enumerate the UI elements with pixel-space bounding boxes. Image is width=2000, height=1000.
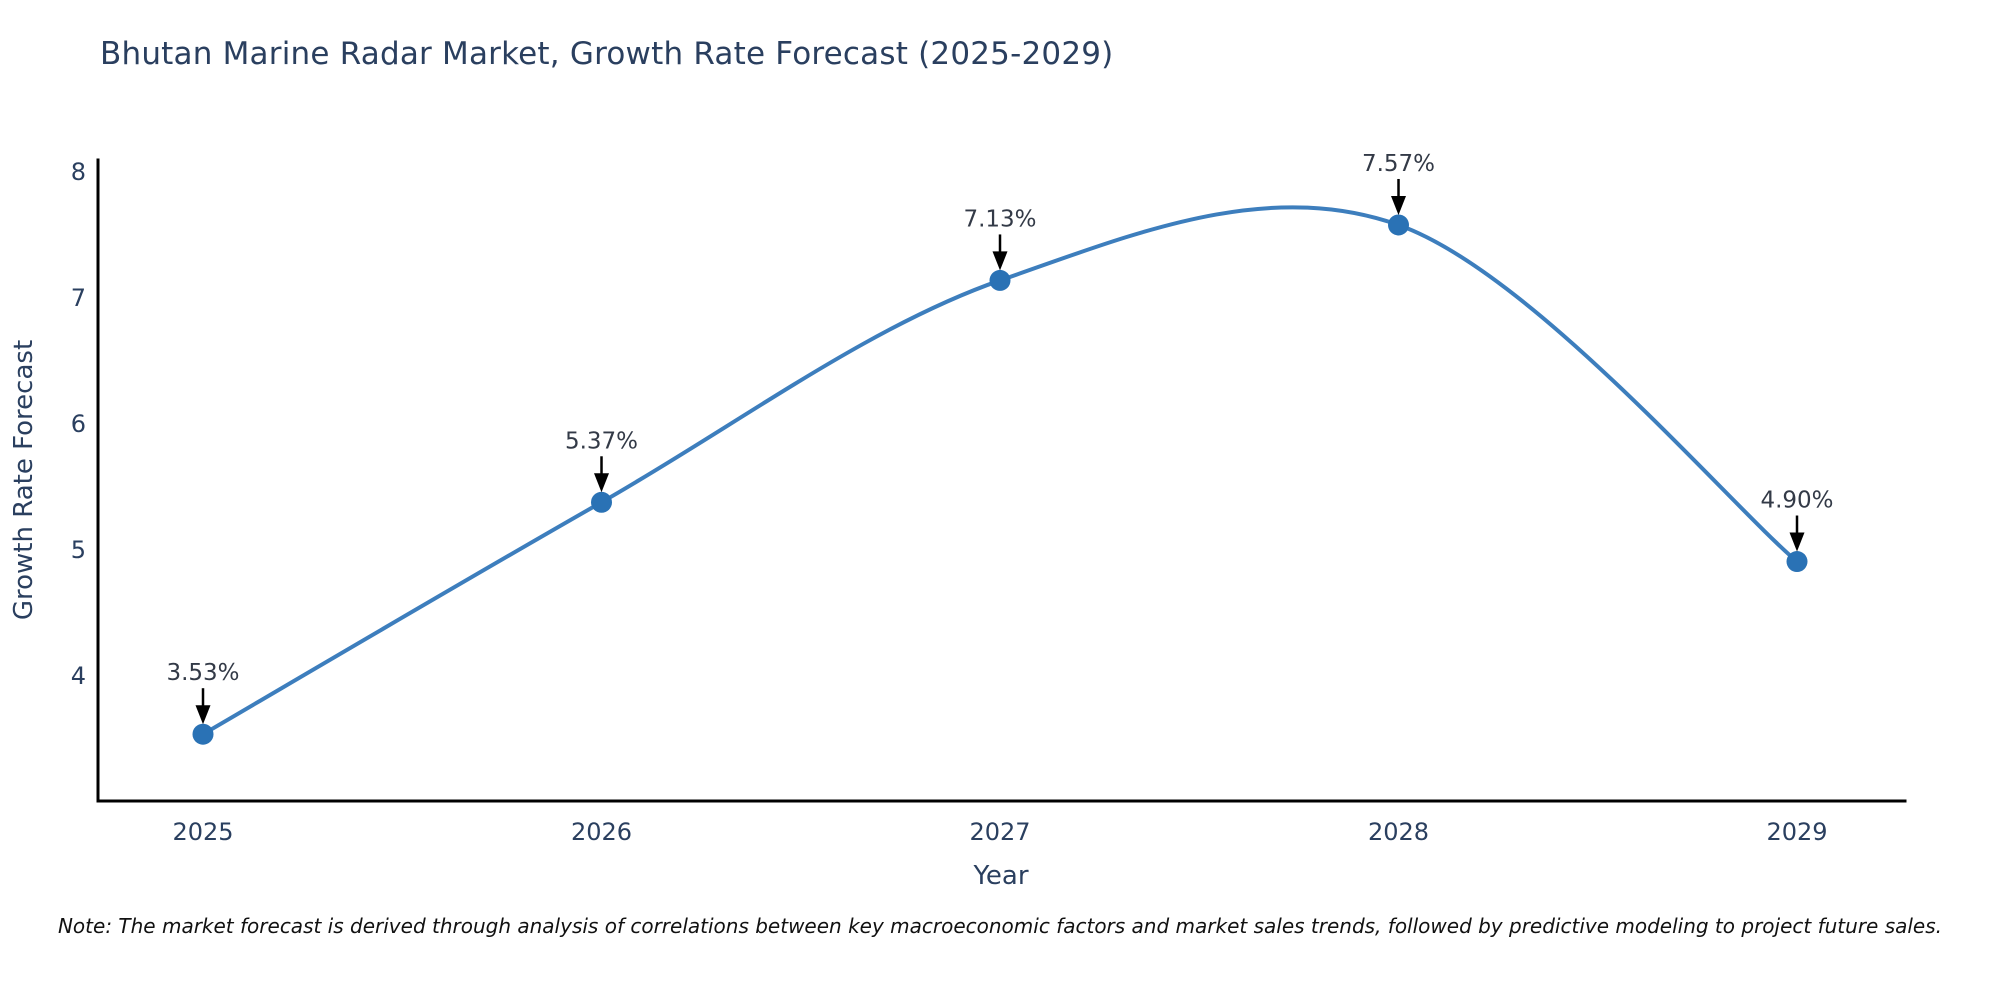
data-point [192, 723, 214, 745]
y-tick-label: 8 [71, 158, 86, 186]
point-value-label: 4.90% [1760, 488, 1833, 514]
x-tick-label: 2029 [1766, 818, 1827, 846]
x-tick-labels: 2025 2026 2027 2028 2029 [172, 818, 1827, 846]
data-point [591, 491, 613, 513]
y-tick-label: 5 [71, 536, 86, 564]
y-tick-labels: 4 5 6 7 8 [71, 158, 86, 690]
footnote: Note: The market forecast is derived thr… [57, 914, 1943, 938]
annotation-arrowhead [1789, 532, 1805, 552]
y-tick-label: 7 [71, 284, 86, 312]
data-point-markers [192, 214, 1808, 745]
annotation-arrowhead [992, 251, 1008, 271]
x-axis-title: Year [972, 861, 1028, 891]
x-tick-label: 2026 [571, 818, 632, 846]
x-tick-label: 2028 [1368, 818, 1429, 846]
y-tick-label: 6 [71, 410, 86, 438]
point-value-label: 7.13% [963, 206, 1036, 232]
chart-title: Bhutan Marine Radar Market, Growth Rate … [100, 36, 1114, 72]
x-tick-label: 2027 [969, 818, 1030, 846]
point-value-label: 7.57% [1362, 151, 1435, 177]
point-value-label: 5.37% [565, 428, 638, 454]
data-point [989, 269, 1011, 291]
point-annotations: 3.53% 5.37% 7.13% 7.57% 4.90% [166, 151, 1834, 725]
y-tick-label: 4 [71, 662, 86, 690]
data-point [1786, 551, 1808, 573]
y-axis-title: Growth Rate Forecast [9, 340, 39, 620]
data-point [1388, 214, 1410, 236]
annotation-arrowhead [594, 473, 610, 493]
annotation-arrowhead [1391, 195, 1407, 215]
annotation-arrowhead [195, 705, 211, 725]
point-value-label: 3.53% [166, 660, 239, 686]
x-tick-label: 2025 [172, 818, 233, 846]
